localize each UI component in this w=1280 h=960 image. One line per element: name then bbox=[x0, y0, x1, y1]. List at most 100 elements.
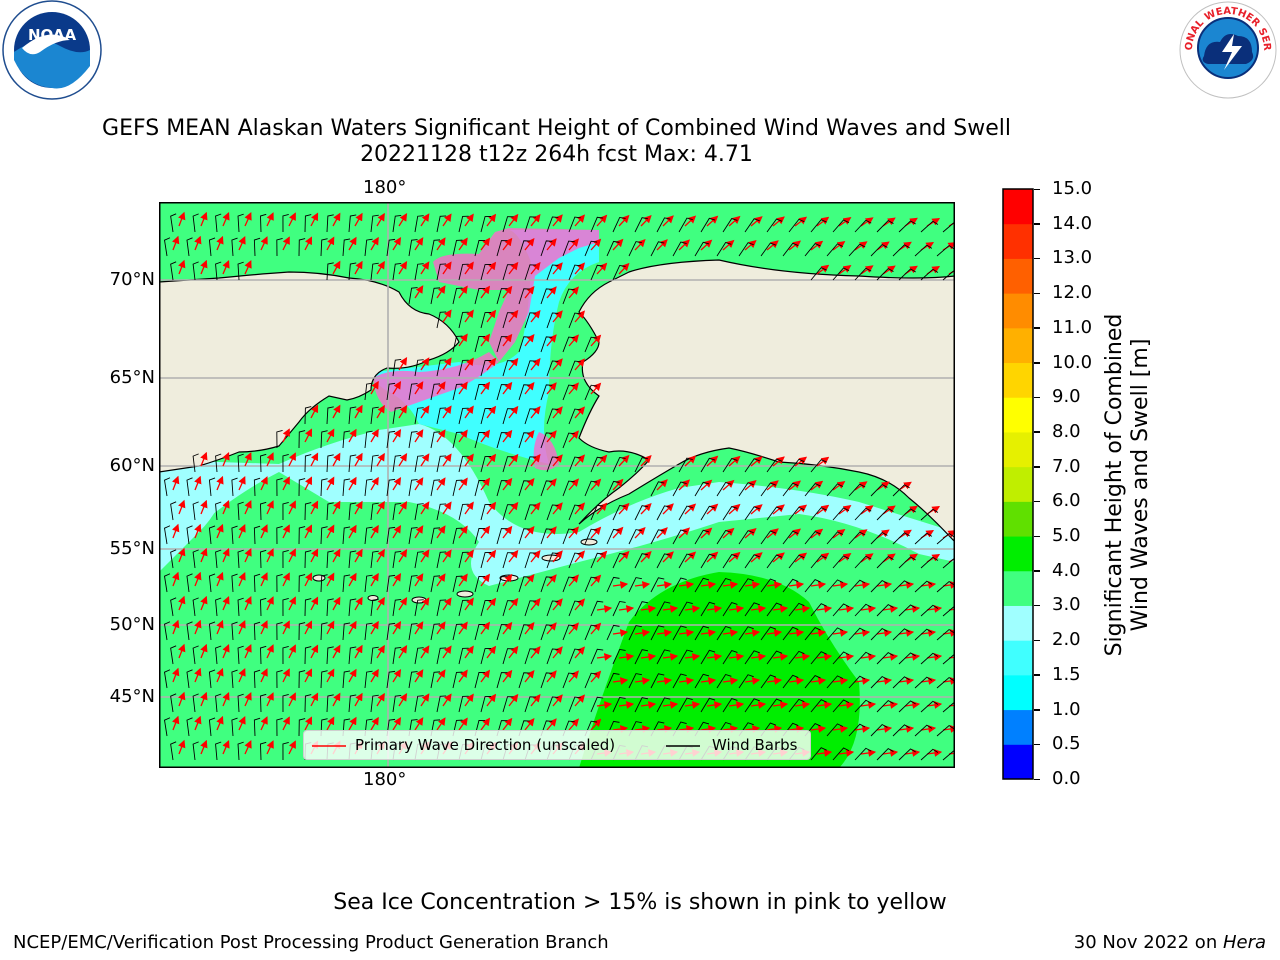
wave-arrow bbox=[590, 526, 602, 539]
wind-barb bbox=[260, 213, 267, 233]
wind-barb bbox=[848, 675, 866, 689]
wave-arrow bbox=[414, 237, 424, 251]
wind-barb bbox=[606, 240, 620, 257]
wind-barb bbox=[804, 531, 821, 545]
wave-arrow bbox=[200, 595, 208, 611]
legend-wave-direction: Primary Wave Direction (unscaled) bbox=[355, 736, 616, 754]
wave-arrow bbox=[590, 718, 602, 731]
wind-barb bbox=[722, 602, 738, 617]
wave-arrow bbox=[722, 527, 735, 539]
wind-barb bbox=[208, 477, 216, 497]
wave-arrow bbox=[486, 357, 497, 371]
colorbar-tick-mark bbox=[1034, 362, 1040, 364]
colorbar-segment bbox=[1003, 570, 1033, 606]
wave-arrow bbox=[464, 357, 474, 371]
wind-barb bbox=[458, 215, 469, 233]
wave-arrow bbox=[838, 265, 852, 275]
colorbar-segment bbox=[1003, 501, 1033, 537]
wave-arrow bbox=[568, 478, 579, 491]
wind-barb bbox=[414, 551, 424, 569]
wind-barb bbox=[386, 238, 396, 257]
wind-barb bbox=[320, 670, 328, 689]
colorbar-tick-mark bbox=[1034, 674, 1040, 676]
wave-arrow bbox=[810, 629, 827, 637]
wave-arrow bbox=[838, 605, 855, 613]
wave-arrow bbox=[590, 478, 602, 491]
wind-barb bbox=[480, 216, 492, 233]
wave-arrow bbox=[458, 429, 468, 443]
wave-arrow bbox=[282, 428, 290, 443]
wave-arrow bbox=[178, 211, 186, 227]
wave-arrow bbox=[266, 692, 274, 707]
wave-arrow bbox=[178, 739, 186, 755]
wave-arrow bbox=[590, 670, 602, 683]
wind-barb bbox=[876, 748, 894, 761]
wind-barb bbox=[826, 531, 844, 545]
wind-barb bbox=[518, 576, 530, 593]
colorbar-segment bbox=[1003, 466, 1033, 502]
wave-arrow bbox=[486, 597, 497, 611]
wave-arrow bbox=[480, 525, 491, 539]
wind-barb bbox=[436, 215, 447, 233]
wind-barb bbox=[568, 696, 581, 713]
wind-barb bbox=[832, 603, 850, 617]
wind-barb bbox=[716, 529, 732, 545]
wave-arrow bbox=[678, 479, 691, 491]
wave-arrow bbox=[436, 381, 446, 395]
wave-arrow bbox=[238, 524, 246, 539]
wave-arrow bbox=[348, 716, 357, 731]
wind-barb bbox=[304, 406, 312, 425]
wave-arrow bbox=[480, 621, 491, 635]
wind-barb bbox=[208, 525, 216, 545]
wind-barb bbox=[326, 214, 334, 233]
wave-arrow bbox=[332, 692, 341, 707]
wave-arrow bbox=[222, 547, 230, 563]
wind-barb bbox=[650, 625, 665, 641]
wave-arrow bbox=[486, 261, 497, 275]
wind-barb bbox=[524, 696, 536, 713]
wind-barb bbox=[766, 698, 783, 713]
wave-arrow bbox=[376, 260, 385, 275]
wave-arrow bbox=[392, 716, 402, 731]
colorbar-segment bbox=[1003, 293, 1033, 329]
wind-barb bbox=[282, 501, 289, 521]
wind-barb bbox=[215, 261, 222, 281]
wind-barb bbox=[562, 576, 575, 593]
wind-barb bbox=[208, 237, 216, 257]
wave-arrow bbox=[282, 476, 290, 491]
wave-arrow bbox=[640, 215, 652, 227]
wave-arrow bbox=[590, 238, 602, 251]
footer-date-text: 30 Nov 2022 on bbox=[1073, 932, 1223, 953]
wind-barb bbox=[186, 525, 193, 545]
wave-arrow bbox=[662, 215, 674, 227]
wind-barb bbox=[540, 240, 553, 257]
colorbar-tick-label: 5.0 bbox=[1052, 525, 1081, 547]
wave-arrow bbox=[222, 499, 230, 515]
wave-arrow bbox=[480, 573, 491, 587]
wave-arrow bbox=[530, 406, 541, 419]
wave-arrow bbox=[172, 235, 180, 251]
wind-barb bbox=[898, 700, 916, 713]
wave-arrow bbox=[420, 549, 430, 563]
wave-arrow bbox=[634, 526, 646, 539]
wind-barb bbox=[546, 216, 559, 233]
wind-barb bbox=[634, 457, 649, 473]
wind-barb bbox=[276, 237, 283, 257]
wave-arrow bbox=[178, 499, 186, 515]
wind-barb bbox=[452, 335, 463, 353]
wave-arrow bbox=[502, 285, 513, 299]
wave-arrow bbox=[370, 716, 379, 731]
wind-barb bbox=[304, 454, 312, 473]
wave-arrow bbox=[618, 262, 630, 275]
wind-barb bbox=[612, 696, 626, 713]
wave-arrow bbox=[524, 670, 535, 683]
colorbar-tick-label: 2.0 bbox=[1052, 629, 1081, 651]
wave-arrow bbox=[348, 620, 357, 635]
wave-arrow bbox=[552, 502, 563, 515]
wind-barb bbox=[634, 649, 649, 665]
wind-barb bbox=[766, 650, 783, 665]
wind-barb bbox=[215, 549, 222, 569]
wave-arrow bbox=[420, 501, 430, 515]
wind-barb bbox=[192, 549, 199, 569]
wave-arrow bbox=[398, 693, 408, 707]
